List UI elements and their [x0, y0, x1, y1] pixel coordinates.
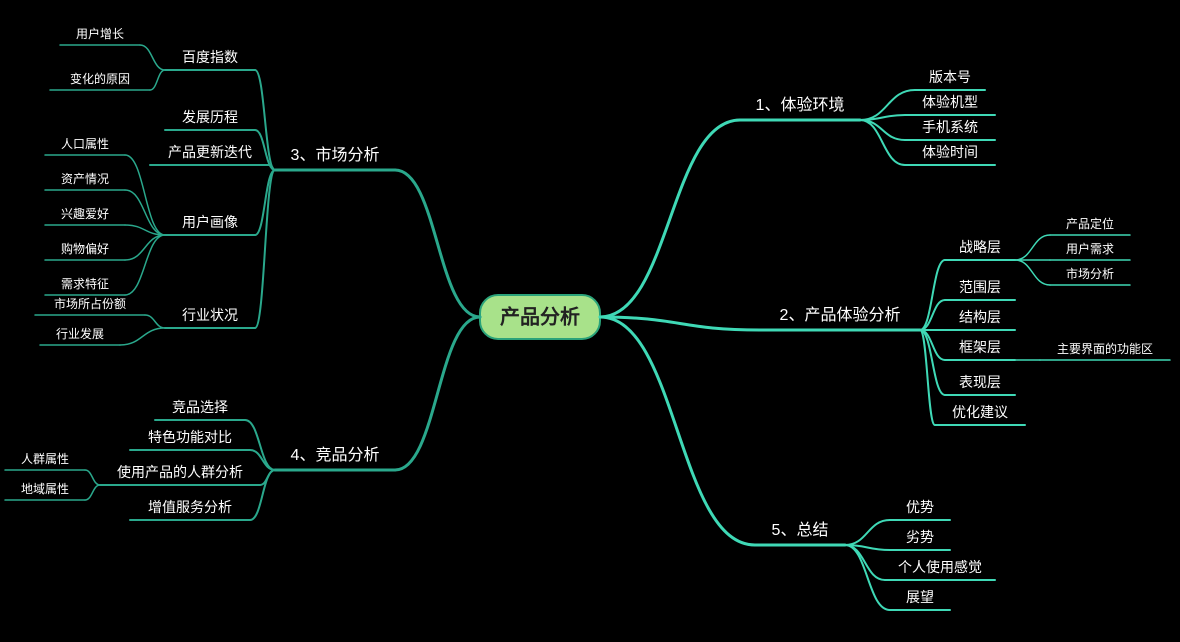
edge-child-leaf: [125, 235, 165, 260]
child-label[interactable]: 范围层: [959, 279, 1001, 295]
edge-child-leaf: [85, 485, 100, 500]
child-label[interactable]: 特色功能对比: [148, 429, 232, 445]
child-label[interactable]: 百度指数: [182, 49, 238, 65]
edge-child-leaf: [120, 328, 165, 345]
child-label[interactable]: 行业状况: [182, 307, 238, 323]
branch-label[interactable]: 2、产品体验分析: [780, 306, 901, 324]
edge-root-branch: [600, 317, 755, 545]
leaf-label[interactable]: 产品定位: [1066, 216, 1114, 231]
leaf-label[interactable]: 资产情况: [61, 172, 109, 186]
child-label[interactable]: 表现层: [959, 374, 1001, 390]
child-label[interactable]: 体验机型: [922, 94, 978, 110]
edge-child-leaf: [1015, 235, 1050, 260]
leaf-label[interactable]: 主要界面的功能区: [1057, 341, 1153, 356]
child-label[interactable]: 竞品选择: [172, 399, 228, 415]
leaf-label[interactable]: 需求特征: [61, 276, 109, 291]
edge-branch-child: [860, 115, 905, 120]
edge-branch-child: [255, 70, 275, 170]
child-label[interactable]: 增值服务分析: [148, 499, 232, 515]
branch-label[interactable]: 5、总结: [772, 521, 829, 539]
edge-child-leaf: [125, 155, 165, 235]
child-label[interactable]: 用户画像: [182, 214, 238, 230]
leaf-label[interactable]: 市场分析: [1066, 266, 1114, 281]
edge-child-leaf: [1015, 260, 1050, 285]
leaf-label[interactable]: 变化的原因: [70, 71, 130, 86]
root-label: 产品分析: [500, 304, 580, 328]
edge-branch-child: [245, 420, 275, 470]
child-label[interactable]: 版本号: [929, 69, 971, 85]
edge-root-branch: [600, 317, 760, 330]
child-label[interactable]: 优势: [906, 499, 934, 515]
leaf-label[interactable]: 用户增长: [76, 26, 124, 41]
edge-child-leaf: [85, 470, 100, 485]
edge-root-branch: [395, 317, 480, 470]
edge-branch-child: [920, 260, 945, 330]
branch-label[interactable]: 1、体验环境: [756, 95, 845, 114]
edge-branch-child: [860, 120, 905, 140]
child-label[interactable]: 体验时间: [922, 144, 978, 160]
child-label[interactable]: 结构层: [959, 309, 1001, 325]
edge-child-leaf: [140, 45, 165, 70]
edge-child-leaf: [145, 315, 165, 328]
edge-root-branch: [600, 120, 740, 317]
leaf-label[interactable]: 地域属性: [21, 482, 69, 496]
child-label[interactable]: 个人使用感觉: [898, 559, 982, 575]
leaf-label[interactable]: 购物偏好: [61, 241, 109, 256]
child-label[interactable]: 劣势: [906, 529, 934, 545]
child-label[interactable]: 产品更新迭代: [168, 144, 252, 160]
child-label[interactable]: 优化建议: [952, 404, 1008, 420]
leaf-label[interactable]: 用户需求: [1066, 241, 1114, 256]
leaf-label[interactable]: 市场所占份额: [54, 296, 126, 311]
branch-label[interactable]: 3、市场分析: [291, 146, 380, 164]
edge-branch-child: [250, 470, 275, 520]
child-label[interactable]: 展望: [906, 589, 934, 605]
child-label[interactable]: 发展历程: [182, 109, 238, 125]
leaf-label[interactable]: 人口属性: [61, 137, 109, 151]
leaf-label[interactable]: 人群属性: [21, 452, 69, 466]
edge-root-branch: [395, 170, 480, 317]
branch-label[interactable]: 4、竞品分析: [291, 446, 380, 464]
child-label[interactable]: 战略层: [959, 239, 1001, 255]
edge-child-leaf: [125, 235, 165, 295]
edge-branch-child: [845, 520, 890, 545]
edge-child-leaf: [150, 70, 165, 90]
child-label[interactable]: 框架层: [959, 339, 1001, 355]
edge-branch-child: [845, 545, 890, 610]
edge-branch-child: [920, 300, 945, 330]
edge-branch-child: [860, 120, 905, 165]
mindmap-canvas: 产品分析 1、体验环境 版本号体验机型手机系统体验时间 2、产品体验分析 战略层 产品定位…: [0, 0, 1180, 642]
child-label[interactable]: 使用产品的人群分析: [117, 464, 243, 480]
leaf-label[interactable]: 兴趣爱好: [61, 206, 109, 221]
child-label[interactable]: 手机系统: [922, 119, 978, 135]
leaf-label[interactable]: 行业发展: [56, 326, 104, 341]
edge-branch-child: [255, 170, 275, 328]
